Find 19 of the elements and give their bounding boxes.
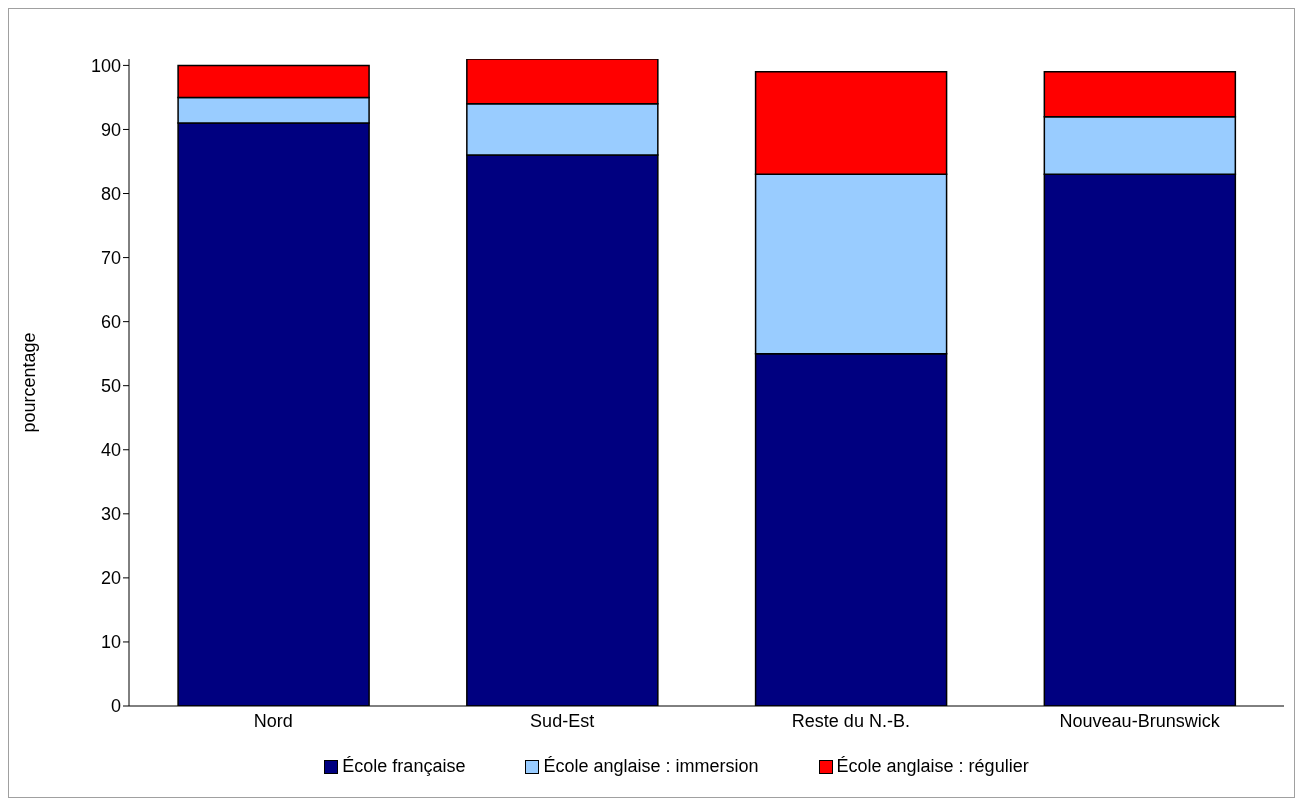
y-tick-label: 100 [90,55,121,76]
y-axis-title: pourcentage [19,332,40,433]
x-tick-label: Sud-Est [530,710,595,731]
y-tick-label: 10 [100,632,121,653]
y-tick-label: 60 [100,312,121,333]
x-tick-label: Reste du N.-B. [791,710,910,731]
y-tick-label: 0 [110,696,121,717]
y-tick-label: 30 [100,504,121,525]
y-tick-label: 70 [100,247,121,268]
legend-label: École anglaise : régulier [836,756,1029,777]
legend-label: École anglaise : immersion [543,756,759,777]
legend-label: École française [342,756,466,777]
y-tick-label: 90 [100,119,121,140]
y-tick-label: 20 [100,568,121,589]
x-tick-label: Nord [253,710,293,731]
y-tick-label: 40 [100,440,121,461]
y-tick-label: 50 [100,376,121,397]
x-tick-label: Nouveau-Brunswick [1059,710,1221,731]
y-tick-label: 80 [100,183,121,204]
